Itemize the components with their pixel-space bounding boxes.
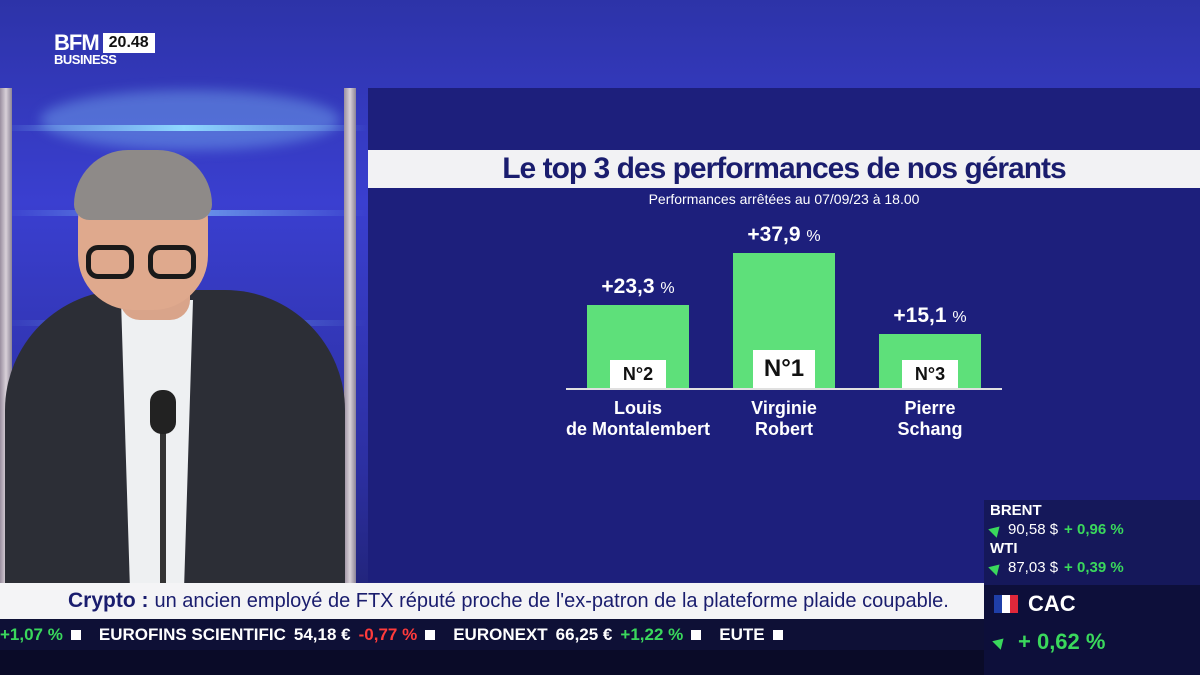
ticker-name: EURONEXT xyxy=(453,624,548,644)
index-name: CAC xyxy=(1028,591,1076,616)
ticker-change: +1,22 % xyxy=(620,624,684,644)
wti-quote: 87,03 $ + 0,39 % xyxy=(988,558,1194,578)
up-arrow-icon xyxy=(988,522,1004,538)
france-flag-icon xyxy=(994,595,1018,613)
chart-subtitle: Performances arrêtées au 07/09/23 à 18.0… xyxy=(648,191,920,207)
index-change: + 0,62 % xyxy=(1018,629,1106,654)
bottom-strip xyxy=(0,650,984,675)
value-label: +23,3 % xyxy=(601,275,675,298)
ticker-price: 66,25 € xyxy=(555,624,613,644)
chart-title: Le top 3 des performances de nos gérants xyxy=(502,152,1067,185)
up-arrow-icon xyxy=(988,560,1004,576)
ticker-item: EUTE xyxy=(719,624,783,645)
bar-chart: N°2 +23,3 % Louis de Montalembert N°1 +37,9 %… xyxy=(368,88,1200,582)
ticker-item: EUROFINS SCIENTIFIC 54,18 € -0,77 % xyxy=(98,624,436,645)
rank-badge: N°2 xyxy=(610,360,666,388)
channel-logo: BFM 20.48 BUSINESS xyxy=(54,30,155,67)
separator-icon xyxy=(70,629,81,640)
category-label: Pierre Schang xyxy=(897,398,963,439)
clock: 20.48 xyxy=(102,33,155,53)
brent-change: + 0,96 % xyxy=(1064,521,1124,538)
presenter xyxy=(0,150,360,590)
brent-quote: 90,58 $ + 0,96 % xyxy=(988,520,1194,540)
chart-panel: Le top 3 des performances de nos gérants… xyxy=(368,88,1200,582)
chart-baseline xyxy=(566,388,1002,390)
ticker-name: EUROFINS SCIENTIFIC xyxy=(98,624,286,644)
ticker-change: +1,07 % xyxy=(0,624,63,644)
rank-badge: N°1 xyxy=(753,350,815,388)
separator-icon xyxy=(425,629,436,640)
brent-name: BRENT xyxy=(990,502,1042,519)
commodities-box: BRENT 90,58 $ + 0,96 % WTI 87,03 $ + 0,3… xyxy=(984,500,1200,585)
wti-price: 87,03 $ xyxy=(1008,559,1059,576)
microphone xyxy=(150,390,176,434)
crawl-label: Crypto : xyxy=(68,589,149,612)
index-box: CAC + 0,62 % xyxy=(984,585,1200,675)
brent-price: 90,58 $ xyxy=(1008,521,1059,538)
wti-name: WTI xyxy=(990,540,1018,557)
stock-ticker: +1,07 % EUROFINS SCIENTIFIC 54,18 € -0,77 %… xyxy=(0,619,984,650)
rank-badge: N°3 xyxy=(902,360,958,388)
ticker-item: +1,07 % xyxy=(0,625,81,645)
chart-title-band: Le top 3 des performances de nos gérants xyxy=(368,150,1200,188)
value-label: +37,9 % xyxy=(747,223,821,246)
separator-icon xyxy=(772,629,783,640)
ticker-item: EURONEXT 66,25 € +1,22 % xyxy=(453,624,702,645)
ticker-change: -0,77 % xyxy=(358,624,418,644)
wti-change: + 0,39 % xyxy=(1064,559,1124,576)
ticker-name: EUTE xyxy=(719,624,765,644)
news-crawl: Crypto : un ancien employé de FTX réputé… xyxy=(0,583,984,619)
microphone-stand xyxy=(160,430,166,590)
category-label: Virginie Robert xyxy=(751,398,817,439)
separator-icon xyxy=(691,629,702,640)
category-label: Louis de Montalembert xyxy=(565,398,711,439)
logo-brand: BFM xyxy=(54,30,100,55)
ticker-price: 54,18 € xyxy=(293,624,351,644)
value-label: +15,1 % xyxy=(893,304,967,327)
crawl-text: un ancien employé de FTX réputé proche d… xyxy=(154,589,949,612)
logo-subtitle: BUSINESS xyxy=(54,52,117,67)
up-arrow-icon xyxy=(992,634,1008,650)
